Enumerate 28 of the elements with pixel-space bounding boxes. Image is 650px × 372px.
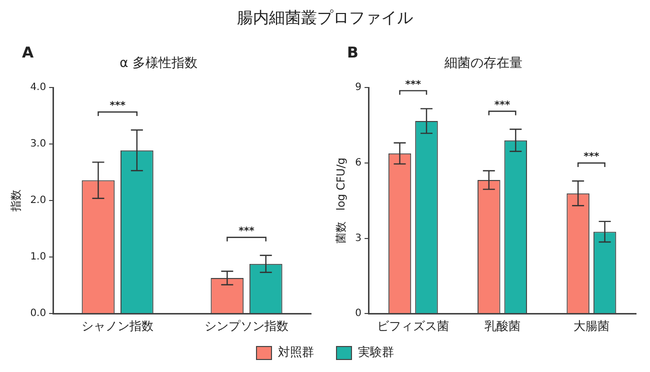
y-tick-label: 0: [355, 308, 362, 320]
chart-subtitle: α 多様性指数: [120, 56, 198, 72]
y-tick-label: 2.0: [30, 195, 46, 206]
y-tick-label: 0.0: [30, 308, 46, 320]
chart-subtitle: 細菌の存在量: [444, 56, 522, 72]
y-axis-title: 指数: [9, 190, 22, 213]
text: A: [22, 43, 34, 62]
y-tick-label: 4.0: [30, 82, 46, 94]
y-tick-label: 3: [355, 232, 362, 244]
x-tick-label: 乳酸菌: [484, 318, 520, 333]
legend-label: 実験群: [358, 344, 394, 361]
y-axis-title: 菌数 log CFU/g: [334, 158, 348, 244]
annotation: ***: [238, 226, 256, 237]
x-tick-label: 大腸菌: [573, 318, 610, 333]
y-tick-label: 9: [355, 82, 362, 94]
annotation: ***: [110, 100, 126, 112]
legend-label: 対照群: [278, 344, 314, 361]
chart-title: 腸内細菌叢プロファイル: [236, 8, 414, 29]
y-tick-label: 1.0: [30, 252, 46, 263]
y-tick-label: 3.0: [30, 138, 46, 150]
x-tick-label: ビフィズス菌: [377, 318, 450, 333]
x-tick-label: シャノン指数: [82, 318, 154, 333]
annotation: ***: [494, 100, 511, 111]
annotation: ***: [584, 152, 600, 163]
y-tick-label: 6: [355, 158, 362, 169]
x-tick-label: シンプソン指数: [204, 318, 289, 333]
text: B: [347, 43, 358, 62]
annotation: ***: [405, 79, 422, 90]
